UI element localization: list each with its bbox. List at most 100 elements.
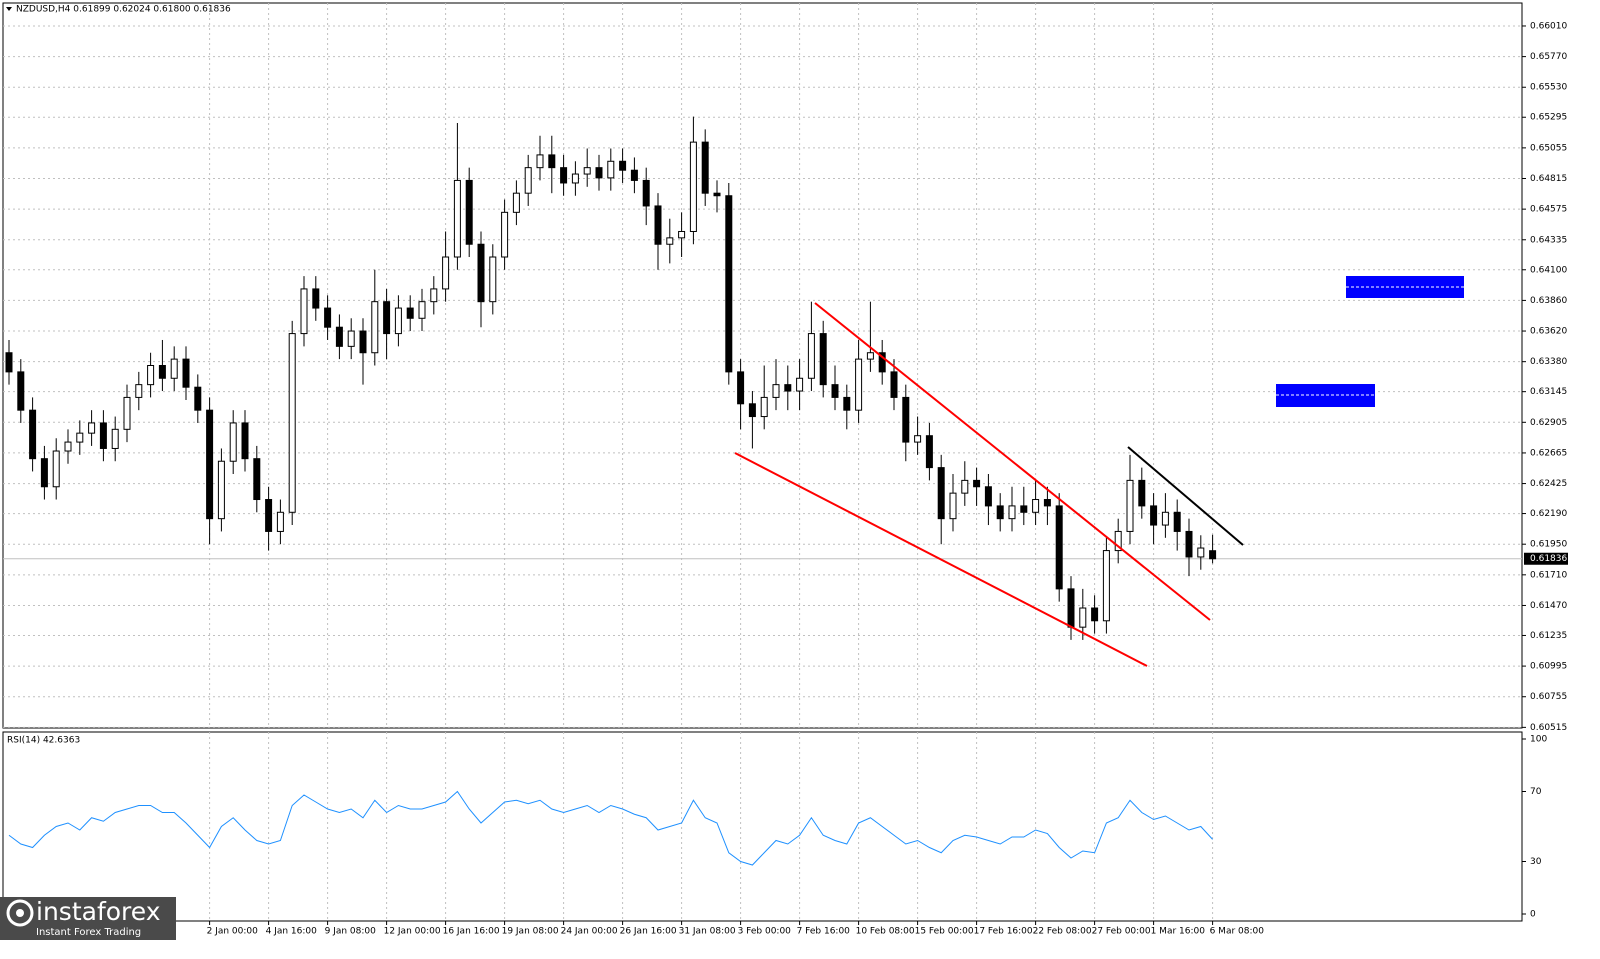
candle-body [678, 230, 686, 239]
y-tick-label: 0.60995 [1530, 662, 1567, 672]
candle-body [206, 409, 214, 520]
candle-body [1043, 499, 1051, 507]
candle-body [1008, 505, 1016, 520]
x-tick-label: 12 Jan 00:00 [384, 927, 441, 937]
candle-body [465, 179, 473, 245]
target-zone [1346, 276, 1464, 298]
candle-body [194, 386, 202, 411]
x-tick-label: 16 Jan 16:00 [443, 927, 500, 937]
candle-body [642, 179, 650, 207]
x-tick-label: 24 Jan 00:00 [561, 927, 618, 937]
candle-body [548, 154, 556, 169]
candle-body [866, 352, 874, 360]
x-tick-label: 3 Feb 00:00 [738, 927, 792, 937]
wedge-lower-line [734, 452, 1148, 667]
logo-icon [6, 899, 34, 927]
candle-body [1161, 511, 1169, 526]
y-tick-label: 70 [1530, 787, 1542, 797]
y-tick-label: 0.64100 [1530, 265, 1567, 275]
grid-layer [3, 3, 1522, 921]
y-tick-label: 0.65530 [1530, 83, 1567, 93]
candle-body [878, 352, 886, 373]
candle-body [1032, 499, 1040, 513]
candle-body [383, 301, 391, 335]
x-tick-label: 17 Feb 16:00 [974, 927, 1033, 937]
candle-body [937, 467, 945, 520]
candle-body [265, 499, 273, 532]
y-tick-label: 0.64335 [1530, 235, 1567, 245]
candle-body [335, 326, 343, 347]
y-tick-label: 0.62190 [1530, 509, 1567, 519]
candle-body [902, 396, 910, 443]
candle-body [147, 365, 155, 386]
x-tick-label: 7 Feb 16:00 [797, 927, 851, 937]
candle-body [583, 167, 591, 175]
candle-body [725, 195, 733, 373]
candle-body [760, 396, 768, 418]
candle-body [111, 428, 119, 449]
candle-body [1020, 505, 1028, 513]
candle-body [489, 256, 497, 303]
candle-body [1067, 588, 1075, 628]
candle-body [571, 173, 579, 184]
candle-body [29, 409, 37, 460]
main-panel [2, 2, 1523, 729]
candle-body [453, 179, 461, 258]
candle-body [312, 288, 320, 309]
candle-body [52, 450, 60, 488]
candle-body [831, 384, 839, 398]
y-tick-label: 100 [1530, 735, 1547, 745]
candle-body [536, 154, 544, 169]
candle-body [807, 333, 815, 379]
y-tick-label: 0.60755 [1530, 692, 1567, 702]
candle-body [123, 396, 131, 430]
candle-body [701, 141, 709, 194]
candle-body [1114, 530, 1122, 552]
candle-body [890, 371, 898, 398]
y-tick-label: 0.64575 [1530, 205, 1567, 215]
y-tick-label: 0.62665 [1530, 448, 1567, 458]
x-tick-label: 1 Mar 16:00 [1151, 927, 1206, 937]
candle-body [843, 396, 851, 411]
candle-body [819, 333, 827, 386]
candle-body [442, 256, 450, 290]
candle-body [713, 192, 721, 197]
logo-name: instaforex [36, 897, 161, 926]
y-tick-label: 0.61950 [1530, 540, 1567, 550]
candle-body [276, 511, 284, 532]
chart-title: NZDUSD,H4 0.61899 0.62024 0.61800 0.6183… [16, 5, 231, 15]
candle-body [666, 237, 674, 245]
wedge-upper-line [814, 302, 1211, 621]
candle-body [40, 458, 48, 488]
candle-body [654, 205, 662, 245]
candle-body [973, 479, 981, 488]
candle-body [347, 330, 355, 347]
y-tick-label: 0.65770 [1530, 52, 1567, 62]
candle-body [99, 422, 107, 449]
logo-icon-core [16, 909, 24, 917]
candle-body [524, 167, 532, 194]
candle-body [288, 333, 296, 513]
candle-body [324, 307, 332, 328]
candle-body [1138, 479, 1146, 507]
candle-body [501, 211, 509, 258]
candle-body [5, 352, 13, 373]
y-tick-label: 0.64815 [1530, 174, 1567, 184]
y-tick-label: 0.61710 [1530, 570, 1567, 580]
candle-body [217, 460, 225, 520]
candle-body [737, 371, 745, 405]
candle-body [512, 192, 520, 213]
current-price-box [1524, 552, 1568, 565]
candle-body [1173, 511, 1181, 532]
mark-layer [5, 116, 1217, 866]
candle-body [135, 384, 143, 398]
x-tick-label: 26 Jan 16:00 [620, 927, 677, 937]
candle-body [607, 160, 615, 179]
candle-body [394, 307, 402, 335]
candle-body [371, 301, 379, 354]
x-tick-label: 27 Feb 00:00 [1092, 927, 1151, 937]
x-tick-label: 4 Jan 16:00 [266, 927, 318, 937]
candle-body [984, 486, 992, 507]
candle-body [1197, 547, 1205, 558]
